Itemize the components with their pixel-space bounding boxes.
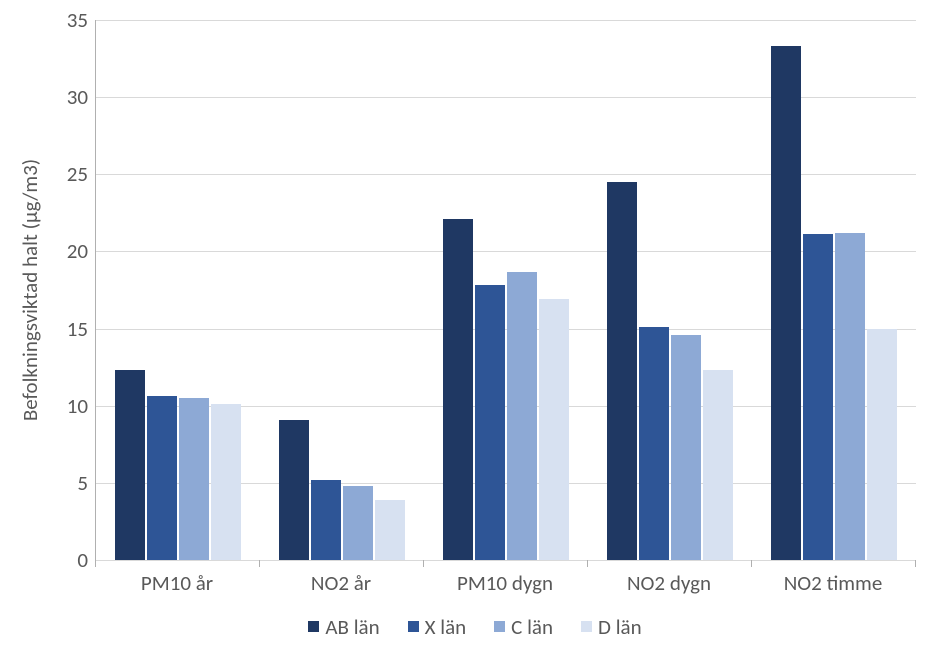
bar [703, 370, 733, 560]
bar [771, 46, 801, 560]
bar [311, 480, 341, 560]
bar [115, 370, 145, 560]
x-tick-label: PM10 år [141, 570, 213, 596]
x-tick-mark [423, 560, 424, 567]
x-tick-label: NO2 dygn [627, 570, 711, 596]
legend-swatch [581, 621, 592, 632]
x-tick-mark [915, 560, 916, 567]
bar [147, 396, 177, 560]
x-tick-mark [259, 560, 260, 567]
y-tick-label: 0 [48, 547, 88, 573]
legend: AB län X län C län D län [0, 612, 950, 640]
bar [375, 500, 405, 560]
x-tick-mark [751, 560, 752, 567]
chart-container: Befolkningsviktad halt (µg/m3) 0 5 10 15 20 2… [0, 0, 950, 656]
y-axis-title: Befolkningsviktad halt (µg/m3) [17, 159, 43, 421]
y-tick-label: 35 [48, 7, 88, 33]
y-tick-label: 10 [48, 393, 88, 419]
bar [507, 272, 537, 561]
y-tick-label: 25 [48, 161, 88, 187]
bar [179, 398, 209, 560]
bar [639, 327, 669, 560]
legend-label: C län [511, 614, 553, 640]
legend-label: X län [425, 614, 467, 640]
bar [343, 486, 373, 560]
bar [607, 182, 637, 560]
bar [803, 234, 833, 560]
x-tick-label: NO2 år [311, 570, 371, 596]
bar [211, 404, 241, 560]
legend-item: D län [581, 612, 642, 640]
x-tick-mark [95, 560, 96, 567]
legend-label: D län [598, 614, 642, 640]
bar [539, 299, 569, 560]
legend-swatch [494, 621, 505, 632]
legend-item: C län [494, 612, 553, 640]
y-tick-label: 5 [48, 470, 88, 496]
bar [867, 329, 897, 560]
legend-label: AB län [325, 614, 379, 640]
legend-swatch [308, 621, 319, 632]
y-tick-label: 15 [48, 316, 88, 342]
bar [835, 233, 865, 560]
bar [475, 285, 505, 560]
bar [279, 420, 309, 560]
x-tick-label: NO2 timme [784, 570, 883, 596]
plot-area [95, 20, 915, 560]
y-tick-label: 20 [48, 238, 88, 264]
gridline [96, 560, 916, 561]
x-tick-label: PM10 dygn [457, 570, 553, 596]
legend-item: AB län [308, 612, 379, 640]
y-tick-label: 30 [48, 84, 88, 110]
gridline [96, 20, 916, 21]
legend-swatch [408, 621, 419, 632]
bar [671, 335, 701, 560]
legend-item: X län [408, 612, 467, 640]
x-tick-mark [587, 560, 588, 567]
bar [443, 219, 473, 560]
